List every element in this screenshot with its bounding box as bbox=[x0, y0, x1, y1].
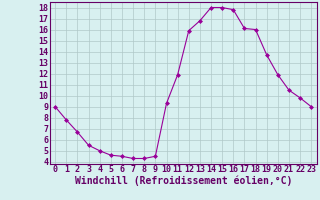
X-axis label: Windchill (Refroidissement éolien,°C): Windchill (Refroidissement éolien,°C) bbox=[75, 176, 292, 186]
